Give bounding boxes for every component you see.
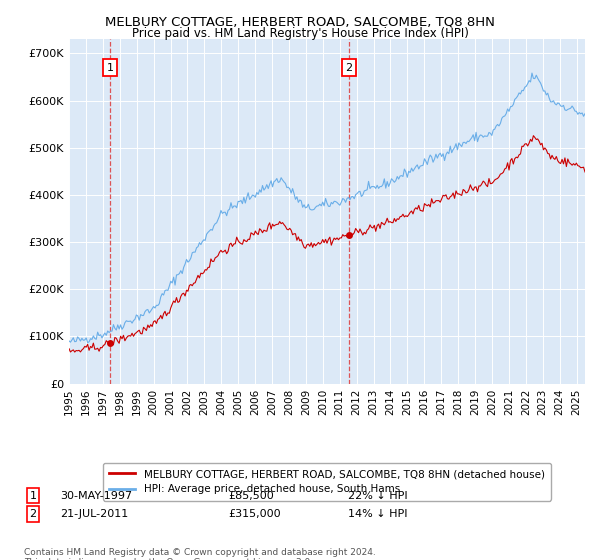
Text: 14% ↓ HPI: 14% ↓ HPI (348, 509, 407, 519)
Text: Price paid vs. HM Land Registry's House Price Index (HPI): Price paid vs. HM Land Registry's House … (131, 27, 469, 40)
Text: 22% ↓ HPI: 22% ↓ HPI (348, 491, 407, 501)
Text: £315,000: £315,000 (228, 509, 281, 519)
Text: 2: 2 (29, 509, 37, 519)
Legend: MELBURY COTTAGE, HERBERT ROAD, SALCOMBE, TQ8 8HN (detached house), HPI: Average : MELBURY COTTAGE, HERBERT ROAD, SALCOMBE,… (103, 463, 551, 501)
Text: 1: 1 (106, 63, 113, 72)
Text: 30-MAY-1997: 30-MAY-1997 (60, 491, 132, 501)
Text: MELBURY COTTAGE, HERBERT ROAD, SALCOMBE, TQ8 8HN: MELBURY COTTAGE, HERBERT ROAD, SALCOMBE,… (105, 16, 495, 29)
Text: £85,500: £85,500 (228, 491, 274, 501)
Text: Contains HM Land Registry data © Crown copyright and database right 2024.
This d: Contains HM Land Registry data © Crown c… (24, 548, 376, 560)
Text: 21-JUL-2011: 21-JUL-2011 (60, 509, 128, 519)
Text: 2: 2 (346, 63, 353, 72)
Text: 1: 1 (29, 491, 37, 501)
